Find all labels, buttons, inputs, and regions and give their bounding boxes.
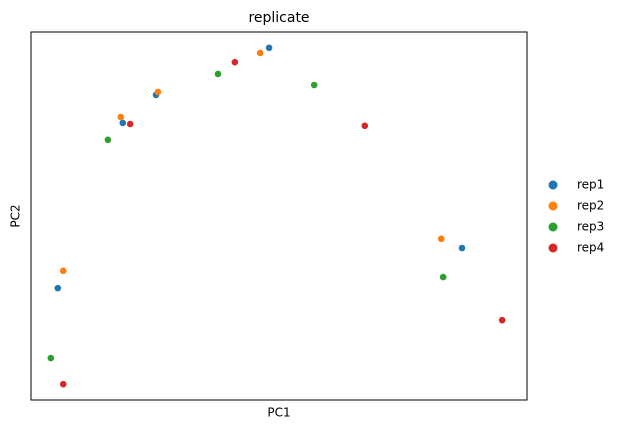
point	[439, 273, 447, 281]
point	[498, 316, 506, 324]
point	[54, 284, 62, 292]
point	[47, 354, 55, 362]
point	[361, 122, 369, 130]
point	[59, 267, 67, 275]
plot-frame	[30, 31, 528, 401]
legend-marker	[548, 243, 558, 253]
point	[214, 70, 222, 78]
point	[231, 58, 239, 66]
point	[265, 44, 273, 52]
y-axis-label: PC2	[9, 204, 23, 227]
point	[310, 81, 318, 89]
legend-marker	[548, 222, 558, 232]
point	[104, 136, 112, 144]
point	[126, 120, 134, 128]
point	[154, 88, 162, 96]
legend-label: rep4	[577, 241, 604, 255]
legend-label: rep2	[577, 199, 604, 213]
point	[437, 235, 445, 243]
point	[458, 244, 466, 252]
legend-marker	[548, 180, 558, 190]
point	[256, 49, 264, 57]
legend-label: rep3	[577, 220, 604, 234]
x-axis-label: PC1	[267, 406, 290, 420]
point	[59, 380, 67, 388]
legend-label: rep1	[577, 178, 604, 192]
point	[117, 113, 125, 121]
legend-marker	[548, 201, 558, 211]
chart-title: replicate	[248, 10, 309, 26]
point	[119, 119, 127, 127]
